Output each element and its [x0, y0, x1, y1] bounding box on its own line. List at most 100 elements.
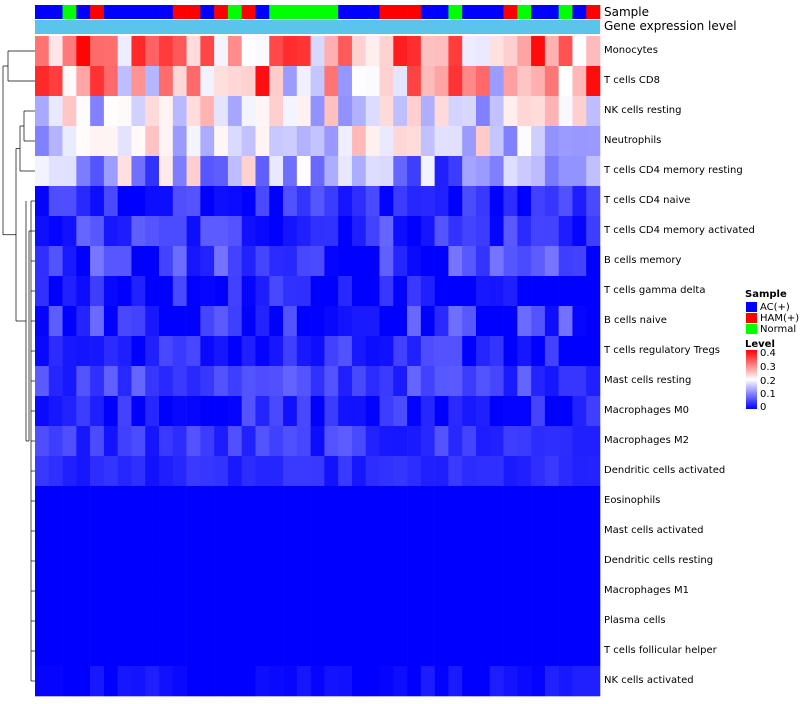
heatmap-cell-r13-c38	[558, 426, 573, 457]
heatmap-cell-r2-c8	[145, 96, 160, 127]
heatmap-cell-r15-c28	[420, 486, 435, 517]
heatmap-cell-r19-c36	[531, 606, 546, 637]
heatmap-cell-r10-c18	[283, 336, 298, 367]
heatmap-cell-r3-c3	[76, 126, 91, 157]
heatmap-cell-r10-c24	[365, 336, 380, 367]
heatmap-cell-r20-c11	[186, 636, 201, 667]
heatmap-cell-r7-c38	[558, 246, 573, 277]
heatmap-cell-r3-c20	[310, 126, 325, 157]
heatmap-cell-r8-c1	[48, 276, 63, 307]
heatmap-cell-r4-c33	[489, 156, 504, 187]
heatmap-cell-r19-c7	[131, 606, 146, 637]
heatmap-cell-r19-c9	[159, 606, 174, 637]
heatmap-cell-r13-c34	[503, 426, 518, 457]
heatmap-cell-r4-c30	[448, 156, 463, 187]
heatmap-cell-r17-c28	[420, 546, 435, 577]
heatmap-cell-r7-c0	[35, 246, 50, 277]
heatmap-cell-r16-c15	[241, 516, 256, 547]
heatmap-cell-r1-c40	[586, 66, 601, 97]
heatmap-cell-r7-c2	[62, 246, 77, 277]
heatmap-cell-r7-c13	[214, 246, 229, 277]
heatmap-cell-r6-c4	[90, 216, 105, 247]
heatmap-cell-r16-c7	[131, 516, 146, 547]
heatmap-cell-r7-c32	[475, 246, 491, 277]
heatmap-cell-r3-c12	[200, 126, 215, 157]
heatmap-cell-r13-c35	[517, 426, 532, 457]
heatmap-cell-r2-c13	[214, 96, 229, 127]
level-tick-0.2: 0.2	[760, 376, 776, 387]
heatmap-cell-r3-c1	[48, 126, 63, 157]
row-label: NK cells resting	[604, 105, 682, 116]
heatmap-cell-r13-c13	[214, 426, 229, 457]
heatmap-cell-r16-c4	[90, 516, 105, 547]
heatmap-cell-r9-c13	[214, 306, 229, 337]
heatmap-cell-r2-c25	[379, 96, 394, 127]
heatmap-cell-r5-c18	[283, 186, 298, 217]
heatmap-cell-r14-c8	[145, 456, 160, 487]
heatmap-cell-r3-c4	[90, 126, 105, 157]
heatmap-cell-r11-c14	[227, 366, 243, 397]
heatmap-cell-r10-c14	[227, 336, 243, 367]
heatmap-cell-r8-c24	[365, 276, 380, 307]
heatmap-cell-r11-c15	[241, 366, 256, 397]
sample-cell-0	[35, 5, 50, 19]
heatmap-cell-r7-c39	[572, 246, 587, 277]
heatmap-cell-r3-c31	[462, 126, 477, 157]
heatmap-cell-r4-c0	[35, 156, 50, 187]
heatmap-cell-r16-c31	[462, 516, 477, 547]
heatmap-cell-r8-c20	[310, 276, 325, 307]
heatmap-cell-r13-c28	[420, 426, 435, 457]
heatmap-cell-r15-c14	[227, 486, 243, 517]
heatmap-cell-r14-c31	[462, 456, 477, 487]
heatmap-cell-r14-c27	[407, 456, 422, 487]
heatmap-cell-r2-c33	[489, 96, 504, 127]
heatmap-cell-r7-c15	[241, 246, 256, 277]
heatmap-cell-r19-c25	[379, 606, 394, 637]
heatmap-cell-r10-c5	[103, 336, 118, 367]
heatmap-cell-r1-c10	[172, 66, 187, 97]
heatmap-cell-r7-c24	[365, 246, 380, 277]
row-label: Mast cells activated	[604, 525, 704, 536]
heatmap-cell-r13-c9	[159, 426, 174, 457]
heatmap-cell-r6-c18	[283, 216, 298, 247]
heatmap-cell-r7-c1	[48, 246, 63, 277]
heatmap-cell-r19-c27	[407, 606, 422, 637]
heatmap-cell-r4-c4	[90, 156, 105, 187]
heatmap-cell-r11-c40	[586, 366, 601, 397]
sample-cell-24	[365, 5, 380, 19]
heatmap-cell-r19-c14	[227, 606, 243, 637]
row-label: T cells regulatory Tregs	[604, 345, 721, 356]
heatmap-cell-r11-c2	[62, 366, 77, 397]
heatmap-cell-r3-c15	[241, 126, 256, 157]
heatmap-cell-r6-c34	[503, 216, 518, 247]
heatmap-cell-r12-c17	[269, 396, 284, 427]
heatmap-cell-r9-c30	[448, 306, 463, 337]
heatmap-cell-r4-c37	[544, 156, 559, 187]
heatmap-cell-r2-c18	[283, 96, 298, 127]
heatmap-cell-r19-c39	[572, 606, 587, 637]
heatmap-cell-r3-c21	[324, 126, 339, 157]
heatmap-cell-r9-c32	[475, 306, 491, 337]
heatmap-cell-r17-c3	[76, 546, 91, 577]
sample-cell-29	[434, 5, 449, 19]
heatmap-cell-r3-c16	[255, 126, 270, 157]
heatmap-cell-r5-c31	[462, 186, 477, 217]
heatmap-cell-r9-c4	[90, 306, 105, 337]
heatmap-cell-r8-c35	[517, 276, 532, 307]
heatmap-cell-r7-c16	[255, 246, 270, 277]
heatmap-cell-r9-c18	[283, 306, 298, 337]
heatmap-cell-r8-c33	[489, 276, 504, 307]
heatmap-cell-r1-c30	[448, 66, 463, 97]
heatmap-cell-r16-c34	[503, 516, 518, 547]
legend-item-ac: AC(+)	[760, 302, 790, 313]
heatmap-cell-r15-c13	[214, 486, 229, 517]
heatmap-cell-r15-c39	[572, 486, 587, 517]
heatmap-cell-r14-c9	[159, 456, 174, 487]
heatmap-cell-r12-c37	[544, 396, 559, 427]
heatmap-cell-r17-c1	[48, 546, 63, 577]
heatmap-cell-r13-c40	[586, 426, 601, 457]
heatmap-cell-r20-c20	[310, 636, 325, 667]
heatmap-cell-r17-c12	[200, 546, 215, 577]
heatmap-cell-r16-c22	[338, 516, 353, 547]
heatmap-cell-r4-c11	[186, 156, 201, 187]
